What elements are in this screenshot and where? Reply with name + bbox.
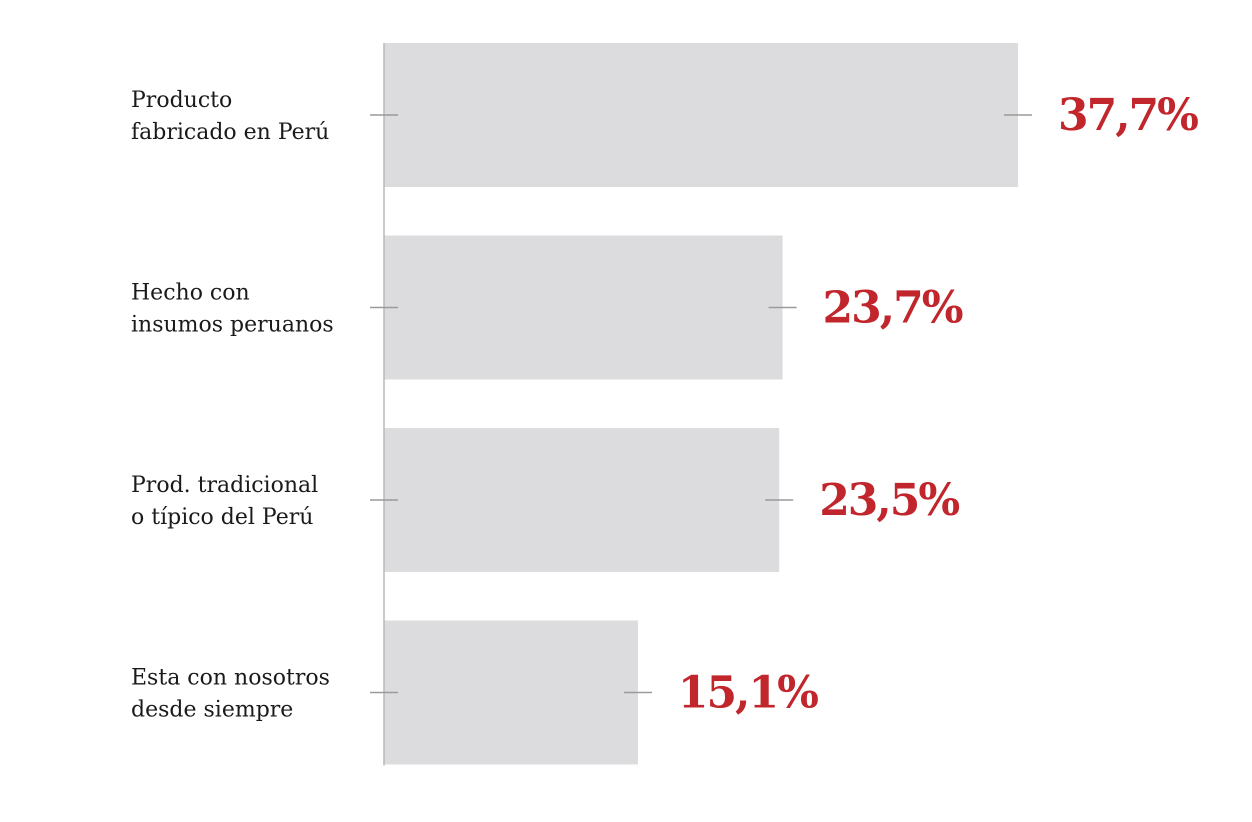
category-label: Esta con nosotros desde siempre: [131, 666, 330, 723]
category-label-line: Hecho con: [131, 281, 250, 306]
category-label-line: o típico del Perú: [131, 505, 313, 530]
category-label-line: fabricado en Perú: [131, 120, 329, 145]
bars-layer: [384, 43, 1018, 765]
category-label: Prod. tradicional o típico del Perú: [131, 473, 318, 530]
category-label-line: desde siempre: [131, 698, 293, 723]
bar: [384, 43, 1018, 187]
value-label: 23,7%: [823, 283, 963, 334]
category-label: Hecho con insumos peruanos: [131, 281, 334, 338]
category-label-line: Prod. tradicional: [131, 473, 318, 498]
value-label: 15,1%: [678, 668, 818, 719]
value-label: 23,5%: [819, 475, 959, 526]
bar: [384, 235, 783, 380]
labels-layer: Producto fabricado en Perú 37,7% Hecho con i…: [131, 88, 1200, 723]
bar: [384, 428, 780, 572]
category-label-line: insumos peruanos: [131, 313, 334, 338]
bar: [384, 620, 638, 765]
category-label: Producto fabricado en Perú: [131, 88, 329, 145]
ticks-layer: [370, 114, 1032, 694]
value-label: 37,7%: [1058, 90, 1198, 141]
category-label-line: Esta con nosotros: [131, 666, 330, 691]
category-label-line: Producto: [131, 88, 232, 113]
